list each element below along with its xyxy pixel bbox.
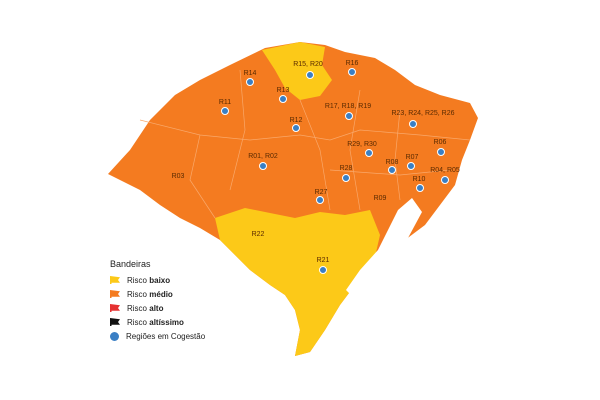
cogestao-icon [259,162,267,170]
legend-item-alto: Risco alto [110,301,205,315]
legend-item-baixo: Risco baixo [110,273,205,287]
legend-label: Regiões em Cogestão [126,331,206,341]
region-label: R29, R30 [347,141,377,148]
legend-label: Risco [127,289,148,299]
cogestao-icon [348,68,356,76]
region-label: R14 [243,70,257,77]
cogestao-icon [306,71,314,79]
cogestao-icon [342,174,350,182]
legend-item-cogestao: Regiões em Cogestão [110,329,205,343]
region-label: R13 [276,87,290,94]
legend-level: alto [149,303,164,313]
region-label: R27 [314,189,328,196]
region-label: R07 [405,154,419,161]
legend-item-altissimo: Risco altíssimo [110,315,205,329]
legend: Bandeiras Risco baixo Risco médio Risco … [110,259,205,343]
cogestao-icon [316,196,324,204]
region-label: R15, R20 [293,61,323,68]
region-label: R11 [218,99,232,106]
region-label: R23, R24, R25, R26 [391,110,455,117]
region-label: R01, R02 [248,153,278,160]
cogestao-icon [407,162,415,170]
region-medio-area [108,42,478,356]
region-baixo-south [215,208,380,356]
cogestao-icon [110,331,119,341]
flag-red-icon [110,304,120,312]
flag-orange-icon [110,290,120,298]
region-label: R06 [433,139,447,146]
region-label: R04, R05 [430,167,460,174]
region-borders [139,69,471,219]
cogestao-icon [345,112,353,120]
legend-level: médio [149,289,173,299]
region-label: R12 [289,117,303,124]
region-label: R21 [316,257,330,264]
legend-title: Bandeiras [110,259,151,269]
region-label: R22 [251,231,265,238]
cogestao-icon [388,166,396,174]
legend-label: Risco [127,317,148,327]
cogestao-icon [441,176,449,184]
legend-item-medio: Risco médio [110,287,205,301]
legend-level: baixo [149,275,171,285]
legend-label: Risco [127,275,148,285]
cogestao-icon [409,120,417,128]
lagoa-dos-patos [346,198,422,296]
cogestao-icon [292,124,300,132]
cogestao-icon [319,266,327,274]
cogestao-icon [365,149,373,157]
legend-level: altíssimo [149,317,184,327]
flag-black-icon [110,318,120,326]
region-label: R28 [339,165,353,172]
legend-label: Risco [127,303,148,313]
region-label: R09 [373,195,387,202]
region-label: R10 [412,176,426,183]
cogestao-icon [416,184,424,192]
cogestao-icon [221,107,229,115]
region-label: R17, R18, R19 [324,103,372,110]
cogestao-icon [246,78,254,86]
region-label: R03 [171,173,185,180]
flag-yellow-icon [110,276,120,284]
region-label: R08 [385,159,399,166]
cogestao-icon [437,148,445,156]
region-baixo-north [262,42,332,100]
region-label: R16 [345,60,359,67]
cogestao-icon [279,95,287,103]
